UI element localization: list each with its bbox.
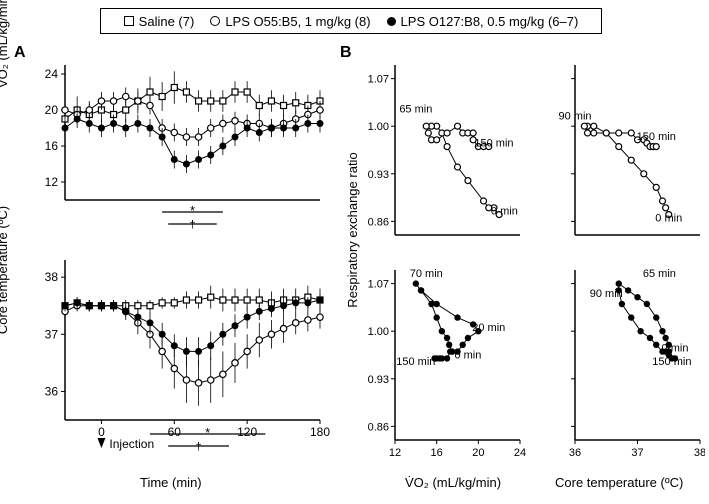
chart-b2: 0 min 90 min 150 min bbox=[545, 50, 705, 250]
svg-text:37: 37 bbox=[631, 447, 643, 459]
svg-text:Injection: Injection bbox=[109, 437, 154, 451]
svg-text:†: † bbox=[189, 219, 195, 230]
svg-text:0 min: 0 min bbox=[662, 343, 689, 355]
svg-text:0: 0 bbox=[98, 425, 105, 439]
svg-text:38: 38 bbox=[45, 270, 59, 284]
square-icon bbox=[124, 16, 134, 26]
svg-text:90 min: 90 min bbox=[590, 288, 623, 300]
svg-text:1.00: 1.00 bbox=[368, 326, 389, 338]
svg-text:38: 38 bbox=[694, 447, 705, 459]
svg-text:0.93: 0.93 bbox=[368, 374, 389, 386]
svg-text:120: 120 bbox=[237, 425, 257, 439]
x-axis-label: Core temperature (ºC) bbox=[555, 475, 683, 490]
svg-text:70 min: 70 min bbox=[410, 268, 443, 280]
svg-text:150 min: 150 min bbox=[474, 138, 513, 150]
chart-b3: 0.86 0.93 1.00 1.07 12 16 20 24 0 min 20 min 70 mi… bbox=[365, 255, 535, 465]
svg-text:36: 36 bbox=[569, 447, 581, 459]
legend-item-lps-o55: LPS O55:B5, 1 mg/kg (8) bbox=[210, 14, 370, 29]
svg-text:150 min: 150 min bbox=[637, 131, 676, 143]
x-axis-label: Time (min) bbox=[140, 475, 202, 490]
svg-text:65 min: 65 min bbox=[399, 104, 432, 116]
svg-text:0 min: 0 min bbox=[491, 206, 518, 218]
y-axis-label: Respiratory exchange ratio bbox=[345, 130, 360, 330]
svg-text:150 min: 150 min bbox=[652, 356, 691, 368]
svg-text:*: * bbox=[205, 425, 210, 440]
svg-text:150 min: 150 min bbox=[396, 356, 435, 368]
svg-text:12: 12 bbox=[389, 447, 401, 459]
legend: Saline (7) LPS O55:B5, 1 mg/kg (8) LPS O… bbox=[100, 8, 602, 34]
svg-text:12: 12 bbox=[45, 175, 59, 189]
chart-b1: 0.86 0.93 1.00 1.07 0 min 65 min 150 min bbox=[365, 50, 535, 250]
svg-text:†: † bbox=[196, 441, 202, 453]
svg-text:60: 60 bbox=[168, 425, 182, 439]
svg-text:1.07: 1.07 bbox=[368, 279, 389, 291]
chart-a2-temp: 36 37 38 0 60 120 180 *† Injection bbox=[20, 250, 330, 470]
svg-text:0.86: 0.86 bbox=[368, 421, 389, 433]
chart-a1-vo2: 12 16 20 24 *† bbox=[20, 50, 330, 230]
svg-text:20: 20 bbox=[472, 447, 484, 459]
svg-text:0 min: 0 min bbox=[655, 212, 682, 224]
svg-text:0 min: 0 min bbox=[454, 349, 481, 361]
svg-text:24: 24 bbox=[514, 447, 526, 459]
svg-text:16: 16 bbox=[45, 139, 59, 153]
svg-text:1.07: 1.07 bbox=[368, 74, 389, 86]
svg-text:0.93: 0.93 bbox=[368, 169, 389, 181]
svg-text:20: 20 bbox=[45, 103, 59, 117]
svg-text:1.00: 1.00 bbox=[368, 121, 389, 133]
x-axis-label: V̇O₂ (mL/kg/min) bbox=[405, 475, 501, 490]
y-axis-label: Core temperature (ºC) bbox=[0, 190, 10, 350]
legend-item-saline: Saline (7) bbox=[124, 14, 195, 29]
legend-item-lps-o127: LPS O127:B8, 0.5 mg/kg (6–7) bbox=[387, 14, 579, 29]
panel-label-b: B bbox=[340, 44, 352, 62]
y-axis-label: V̇O₂ (mL/kg/min) bbox=[0, 0, 10, 100]
svg-text:90 min: 90 min bbox=[558, 110, 591, 122]
svg-text:16: 16 bbox=[431, 447, 443, 459]
svg-text:*: * bbox=[190, 203, 195, 218]
svg-text:36: 36 bbox=[45, 384, 59, 398]
legend-label: LPS O127:B8, 0.5 mg/kg (6–7) bbox=[401, 14, 579, 29]
svg-text:180: 180 bbox=[310, 425, 330, 439]
svg-text:37: 37 bbox=[45, 327, 59, 341]
svg-text:0.86: 0.86 bbox=[368, 216, 389, 228]
circle-filled-icon bbox=[387, 17, 396, 26]
legend-label: LPS O55:B5, 1 mg/kg (8) bbox=[225, 14, 370, 29]
svg-text:65 min: 65 min bbox=[643, 268, 676, 280]
svg-text:20 min: 20 min bbox=[472, 322, 505, 334]
svg-text:24: 24 bbox=[45, 67, 59, 81]
legend-label: Saline (7) bbox=[139, 14, 195, 29]
circle-open-icon bbox=[210, 16, 220, 26]
chart-b4: 36 37 38 0 min 65 min 90 min 150 min bbox=[545, 255, 705, 465]
